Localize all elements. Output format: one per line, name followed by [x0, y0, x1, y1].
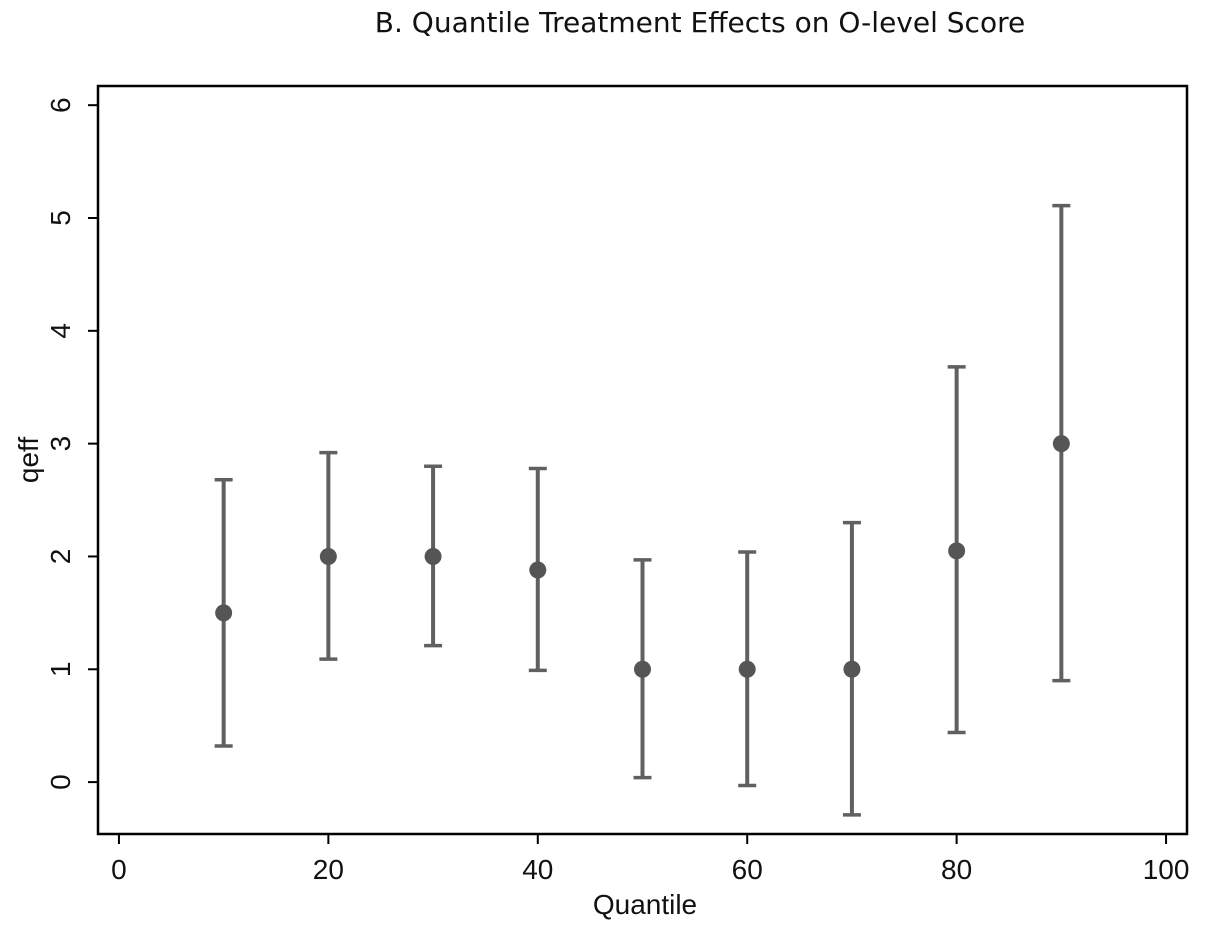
data-point [843, 660, 861, 678]
data-points [215, 435, 1070, 678]
x-axis: 0 20 40 60 80 100 [111, 834, 1189, 885]
y-tick-label: 4 [45, 323, 76, 339]
y-tick-label: 5 [45, 210, 76, 226]
x-tick-label: 80 [941, 854, 972, 885]
data-point [634, 660, 651, 678]
data-point [1052, 435, 1070, 453]
plot-frame [96, 84, 1189, 836]
x-tick-label: 0 [111, 854, 127, 885]
error-bars [214, 203, 1071, 817]
y-axis: 0 1 2 3 4 5 6 [45, 97, 98, 790]
data-point [424, 547, 442, 565]
x-tick-label: 60 [732, 854, 763, 885]
x-tick-label: 20 [313, 854, 344, 885]
data-point [948, 542, 966, 560]
x-tick-label: 40 [522, 854, 553, 885]
data-point [319, 547, 337, 565]
data-point [738, 660, 756, 678]
y-axis-label: qeff [13, 437, 44, 483]
y-tick-label: 6 [45, 97, 76, 113]
x-axis-label: Quantile [593, 889, 697, 920]
y-tick-label: 2 [45, 549, 76, 565]
x-tick-label: 100 [1143, 854, 1190, 885]
y-tick-label: 3 [45, 436, 76, 452]
data-point [529, 561, 547, 579]
data-point [215, 604, 233, 622]
chart-title: B. Quantile Treatment Effects on O-level… [375, 6, 1025, 39]
y-tick-label: 1 [45, 661, 76, 677]
y-tick-label: 0 [45, 774, 76, 790]
